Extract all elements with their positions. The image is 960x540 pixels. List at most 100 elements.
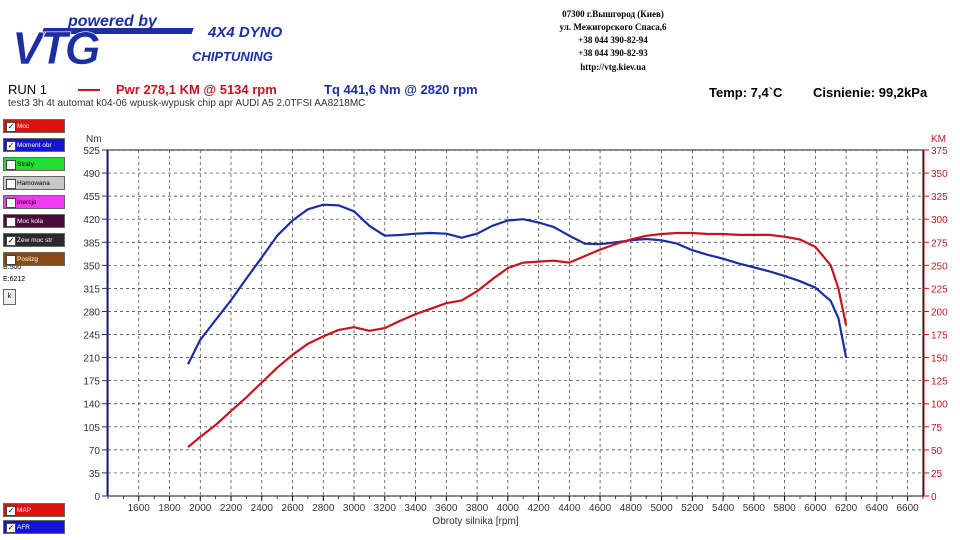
checkbox-label: Moc kola	[17, 218, 44, 225]
y-right-tick-label: 350	[931, 169, 948, 180]
x-tick-label: 5400	[712, 503, 735, 514]
series-checkbox-4[interactable]: Inercja	[3, 195, 65, 209]
series-line-pwr	[187, 231, 848, 448]
vtg-logo: powered by VTG	[12, 13, 194, 68]
checkbox-box[interactable]	[6, 179, 16, 189]
checkbox-label: MAP	[17, 507, 32, 514]
pressure-text: Cisnienie: 99,2kPa	[813, 85, 928, 100]
x-tick-label: 6200	[835, 503, 858, 514]
checkbox-box[interactable]: ✓	[6, 523, 16, 533]
y-right-tick-label: 75	[931, 423, 943, 434]
x-tick-label: 5200	[681, 503, 704, 514]
run-label: RUN 1	[8, 82, 48, 97]
checkbox-box[interactable]: ✓	[6, 506, 16, 516]
torque-peak-text: Tq 441,6 Nm @ 2820 rpm	[324, 82, 478, 97]
checkbox-box[interactable]	[6, 217, 16, 227]
chiptuning-title: CHIPTUNING	[192, 49, 273, 64]
checkbox-label: Moc	[17, 123, 30, 130]
checkbox-label: AFR	[17, 524, 30, 531]
checkbox-label: Straty	[17, 161, 34, 168]
y-left-tick-label: 350	[83, 261, 100, 272]
series-checkbox-7[interactable]: Poslizg	[3, 252, 65, 266]
y-right-tick-label: 225	[931, 284, 948, 295]
y-left-tick-label: 455	[83, 192, 100, 203]
x-tick-label: 1600	[128, 503, 151, 514]
x-tick-label: 3800	[466, 503, 489, 514]
y-left-tick-label: 140	[83, 400, 100, 411]
y-right-tick-label: 175	[931, 331, 948, 342]
y-right-tick-label: 150	[931, 354, 948, 365]
series-checkbox-2[interactable]: Straty	[3, 157, 65, 171]
checkbox-box[interactable]	[6, 198, 16, 208]
address-line-2: ул. Межигорского Спаса,6	[559, 22, 667, 32]
x-tick-label: 5600	[743, 503, 766, 514]
y-right-tick-label: 250	[931, 261, 948, 272]
checkbox-box[interactable]: ✓	[6, 141, 16, 151]
address-line-1: 07300 г.Вышгород (Киев)	[562, 9, 664, 19]
x-tick-label: 2200	[220, 503, 243, 514]
e-value: E:6212	[3, 276, 26, 283]
y-left-tick-label: 0	[94, 492, 100, 503]
x-tick-label: 6600	[896, 503, 919, 514]
test-description: test3 3h 4t automat k04-06 wpusk-wypusk …	[8, 98, 366, 109]
x-tick-label: 3400	[404, 503, 427, 514]
plot-area	[107, 149, 924, 497]
website-link[interactable]: http://vtg.kiev.ua	[580, 62, 646, 72]
checkbox-label: Inercja	[17, 199, 37, 206]
y-right-tick-label: 275	[931, 238, 948, 249]
x-tick-label: 3200	[374, 503, 397, 514]
x-axis-label: Obroty silnika [rpm]	[432, 516, 518, 527]
x-tick-label: 5000	[650, 503, 673, 514]
x-tick-label: 6000	[804, 503, 827, 514]
checkbox-label: Moment obr	[17, 142, 52, 149]
x-tick-label: 6400	[866, 503, 889, 514]
checkbox-box[interactable]	[6, 160, 16, 170]
y-right-axis-label: KM	[931, 134, 946, 145]
x-tick-label: 5800	[773, 503, 796, 514]
y-left-tick-label: 175	[83, 377, 100, 388]
y-left-tick-label: 280	[83, 307, 100, 318]
dyno-title: 4X4 DYNO	[208, 24, 283, 41]
x-tick-label: 4200	[527, 503, 550, 514]
y-left-axis-label: Nm	[86, 134, 102, 145]
y-right-tick-label: 50	[931, 446, 943, 457]
k-button[interactable]: k	[3, 289, 16, 305]
checkbox-box[interactable]: ✓	[6, 122, 16, 132]
series-checkbox-1[interactable]: ✓ Moment obr	[3, 138, 65, 152]
aux-checkbox-0[interactable]: ✓ MAP	[3, 503, 65, 517]
y-left-tick-label: 525	[83, 146, 100, 157]
checkbox-box[interactable]: ✓	[6, 236, 16, 246]
series-checkbox-0[interactable]: ✓ Moc	[3, 119, 65, 133]
series-checkbox-5[interactable]: Moc kola	[3, 214, 65, 228]
checkbox-label: Zew moc str	[17, 237, 53, 244]
y-right-tick-label: 0	[931, 492, 937, 503]
checkbox-label: Poslizg	[17, 256, 38, 263]
checkbox-box[interactable]	[6, 255, 16, 265]
y-left-tick-label: 315	[83, 284, 100, 295]
y-right-tick-label: 100	[931, 400, 948, 411]
checkbox-label: Hamowana	[17, 180, 50, 187]
x-tick-label: 4800	[620, 503, 643, 514]
series-checkbox-6[interactable]: ✓ Zew moc str	[3, 233, 65, 247]
y-left-tick-label: 420	[83, 215, 100, 226]
x-tick-label: 2800	[312, 503, 335, 514]
x-tick-label: 2400	[251, 503, 274, 514]
b-value: B:500	[3, 264, 22, 271]
power-peak-text: Pwr 278,1 KM @ 5134 rpm	[116, 82, 277, 97]
logo-brand: VTG	[12, 22, 100, 68]
series-checkbox-3[interactable]: Hamowana	[3, 176, 65, 190]
aux-checkbox-1[interactable]: ✓ AFR	[3, 520, 65, 534]
x-tick-label: 4600	[589, 503, 612, 514]
y-right-tick-label: 200	[931, 307, 948, 318]
logo-powered-by: powered by	[67, 13, 158, 30]
series-line-tq	[187, 203, 848, 365]
y-right-tick-label: 375	[931, 146, 948, 157]
phone-1: +38 044 390-82-94	[578, 35, 648, 45]
power-legend-line	[78, 89, 100, 91]
y-right-tick-label: 300	[931, 215, 948, 226]
temperature-text: Temp: 7,4`C	[709, 85, 783, 100]
x-tick-label: 4400	[558, 503, 581, 514]
x-tick-label: 3600	[435, 503, 458, 514]
x-tick-label: 2600	[281, 503, 304, 514]
x-tick-label: 1800	[158, 503, 181, 514]
